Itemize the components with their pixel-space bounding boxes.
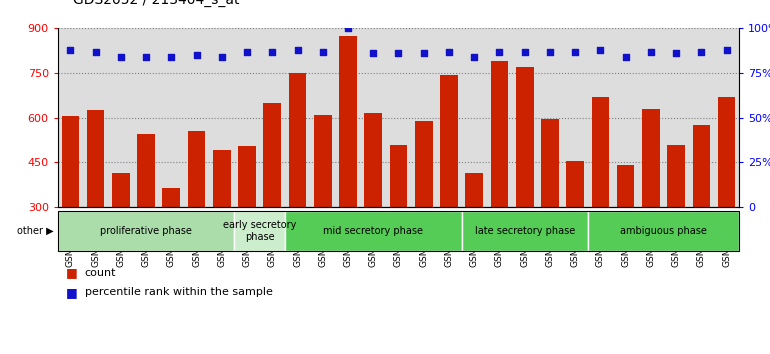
Bar <box>718 97 735 296</box>
Bar <box>591 97 609 296</box>
Bar <box>541 119 559 296</box>
Bar <box>188 131 206 296</box>
Point <box>468 54 480 60</box>
Point <box>392 51 404 56</box>
Bar <box>263 103 281 296</box>
Text: ■: ■ <box>65 286 77 298</box>
Bar <box>87 110 105 296</box>
Point <box>140 54 152 60</box>
Bar <box>390 144 407 296</box>
Point <box>721 47 733 53</box>
Text: percentile rank within the sample: percentile rank within the sample <box>85 287 273 297</box>
Bar <box>490 61 508 296</box>
Point <box>165 54 177 60</box>
Point <box>544 49 556 55</box>
Point <box>494 49 506 55</box>
Text: early secretory
phase: early secretory phase <box>223 220 296 242</box>
Bar <box>617 165 634 296</box>
Bar <box>440 74 458 296</box>
Bar <box>112 173 129 296</box>
Bar <box>415 121 433 296</box>
Bar <box>339 36 357 296</box>
Bar <box>289 73 306 296</box>
Text: ambiguous phase: ambiguous phase <box>620 226 707 236</box>
Text: late secretory phase: late secretory phase <box>474 226 574 236</box>
Point <box>569 49 581 55</box>
Bar <box>137 134 155 296</box>
Bar <box>668 144 685 296</box>
Bar <box>642 109 660 296</box>
Point <box>115 54 127 60</box>
Text: other ▶: other ▶ <box>17 226 54 236</box>
Point <box>417 51 430 56</box>
Point <box>216 54 228 60</box>
Point <box>291 47 303 53</box>
Text: ■: ■ <box>65 266 77 279</box>
Point <box>594 47 607 53</box>
Bar <box>213 150 231 296</box>
Point <box>644 49 657 55</box>
Point <box>670 51 682 56</box>
Bar <box>238 146 256 296</box>
Text: mid secretory phase: mid secretory phase <box>323 226 424 236</box>
Point <box>89 49 102 55</box>
Point <box>266 49 279 55</box>
Point <box>619 54 631 60</box>
Bar <box>364 113 382 296</box>
Bar <box>314 115 332 296</box>
Text: GDS2052 / 213404_s_at: GDS2052 / 213404_s_at <box>73 0 239 7</box>
Bar <box>516 67 534 296</box>
Point <box>241 49 253 55</box>
Text: proliferative phase: proliferative phase <box>100 226 192 236</box>
Bar <box>566 161 584 296</box>
Point <box>316 49 329 55</box>
Bar <box>162 188 180 296</box>
Point <box>695 49 708 55</box>
Bar <box>62 116 79 296</box>
Point <box>367 51 380 56</box>
Point <box>443 49 455 55</box>
Bar <box>692 125 710 296</box>
Point <box>518 49 531 55</box>
Point <box>190 52 203 58</box>
Bar <box>465 173 483 296</box>
Text: count: count <box>85 268 116 278</box>
Point <box>342 25 354 31</box>
Point <box>64 47 76 53</box>
